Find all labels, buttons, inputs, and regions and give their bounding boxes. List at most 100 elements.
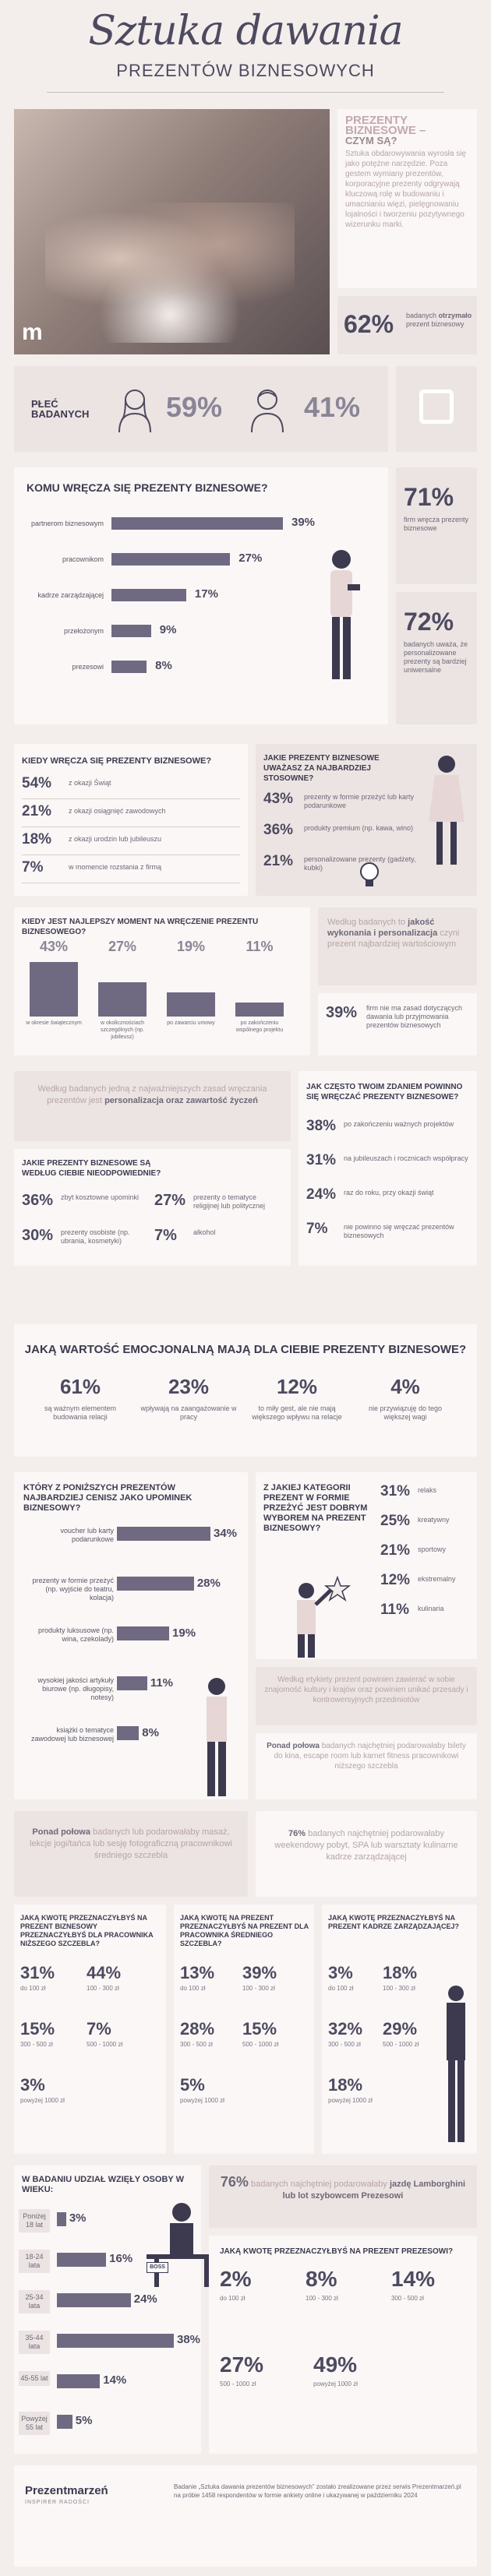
budget-range: powyżej 1000 zł [20, 2097, 65, 2104]
moment-value: 43% [39, 939, 69, 954]
intro-stat-value: 62% [344, 310, 394, 338]
moment-bar [235, 1003, 284, 1017]
when-section: KIEDY WRĘCZA SIĘ PREZENTY BIZNESOWE? 54%… [14, 744, 477, 896]
inappropriate-grid: 36% zbyt kosztowne upominki 27% prezenty o … [22, 1192, 283, 1262]
age-label: 45-55 lat [19, 2371, 50, 2386]
frequency-label: nie powinno się wręczać prezentów biznes… [344, 1223, 454, 1239]
age-bar [57, 2293, 131, 2307]
budget-range: powyżej 1000 zł [328, 2097, 373, 2104]
weekend-bold: 76% [288, 1829, 306, 1838]
budget-low-card: JAKĄ KWOTĘ PRZEZNACZYŁBYŚ NA PREZENT BIZ… [14, 1905, 166, 2154]
president-text-1: badanych najchętniej podarowałaby [250, 2180, 387, 2189]
intro-text-card: PREZENTY BIZNESOWE – CZYM SĄ? Sztuka obd… [337, 109, 477, 288]
who-bar-value: 17% [194, 587, 218, 601]
when-value: 7% [22, 859, 44, 876]
president-text: 76% badanych najchętniej podarowałaby ja… [220, 2174, 466, 2202]
president-bold: 76% [220, 2174, 249, 2190]
budget-mgmt-heading: JAKĄ KWOTĘ PRZEZNACZYŁBYŚ NA PREZENT KAD… [328, 1914, 460, 1930]
valued-bar-label: wysokiej jakości artykuły biurowe (np. d… [37, 1676, 114, 1701]
brand-icon: m [22, 319, 43, 345]
category-label: kulinaria [418, 1605, 444, 1612]
who-stat1-value: 71% [404, 483, 454, 511]
budget-value: 32% [328, 2019, 363, 2039]
valued-bar [117, 1527, 210, 1541]
header: Sztuka dawania PREZENTÓW BIZNESOWYCH [0, 0, 491, 101]
footer-logo[interactable]: Prezentmarzeń [25, 2484, 108, 2497]
boss-label: BOSS [147, 2262, 168, 2273]
header-subtitle: PREZENTÓW BIZNESOWYCH [116, 61, 375, 80]
budget-range: 300 - 500 zł [328, 2041, 361, 2048]
appropriate-label: personalizowane prezenty (gadżety, kubki… [304, 855, 416, 872]
appropriate-value: 21% [263, 853, 294, 869]
budget-mid-heading: JAKĄ KWOTĘ NA PREZENT PRZEZNACZYŁBYŚ NA … [180, 1914, 309, 1947]
when-card: KIEDY WRĘCZA SIĘ PREZENTY BIZNESOWE? 54%… [14, 744, 248, 896]
inappropriate-value: 30% [22, 1227, 54, 1244]
age-bars: Poniżej 18 lat 3% 18-24 lata 16% 25-34 lata 2… [14, 2204, 201, 2450]
frequency-label: na jubileuszach i rocznicach współpracy [344, 1154, 468, 1162]
inappropriate-value: 36% [22, 1192, 54, 1209]
moment-value: 27% [108, 939, 137, 954]
category-card: Z JAKIEJ KATEGORII PREZENT W FORMIE PRZE… [256, 1472, 477, 1659]
age-label: 25-34 lata [19, 2290, 50, 2313]
gift-logo-card [396, 366, 477, 452]
when-label: z okazji Świąt [69, 779, 111, 787]
budget-value: 44% [87, 1963, 122, 1982]
age-label: Powyżej 55 lat [19, 2412, 50, 2435]
intro-heading-2: CZYM SĄ? [345, 135, 397, 146]
budget-value: 15% [242, 2019, 277, 2039]
emotional-label: są ważnym elementem budowania relacji [44, 1404, 117, 1421]
etiquette-text: Według etykiety prezent powinien zawiera… [264, 1676, 468, 1704]
half-card-1: Ponad połowa badanych najchętniej podaro… [256, 1733, 477, 1799]
moment-label: po zawarciu umowy [167, 1020, 215, 1026]
principle-text: Według badanych jedną z najważniejszych … [23, 1084, 281, 1107]
rules-stat-value: 39% [326, 1004, 358, 1021]
president-card: 76% badanych najchętniej podarowałaby ja… [209, 2165, 477, 2228]
man-standing-figure [439, 1982, 474, 2146]
president-budget-value: 49% [313, 2352, 358, 2377]
emotional-label: wpływają na zaangażowanie w pracy [140, 1404, 237, 1421]
man-with-star-figure [271, 1573, 357, 1659]
budget-range: 100 - 300 zł [87, 1985, 119, 1992]
gender-label: PŁEĆ BADANYCH [31, 398, 90, 420]
president-budget-value: 2% [220, 2267, 252, 2291]
president-budget-value: 14% [391, 2267, 436, 2291]
when-list: 54% z okazji Świąt 21% z okazji osiągnięć z… [22, 775, 240, 892]
gender-female-value: 59% [166, 391, 223, 423]
emotional-value: 23% [168, 1375, 210, 1398]
half-body-2: badanych lub podarowałaby masaż, lekcje … [30, 1827, 232, 1860]
who-bar-label: partnerom biznesowym [30, 520, 104, 527]
emotional-section: JAKĄ WARTOŚĆ EMOCJONALNĄ MAJĄ DLA CIEBIE… [14, 1324, 477, 1457]
valued-section: KTÓRY Z PONIŻSZYCH PREZENTÓW NAJBARDZIEJ… [14, 1472, 477, 1799]
budget-value: 7% [87, 2019, 111, 2039]
emotional-label: nie przywiązuję do tego większej wagi [368, 1404, 443, 1421]
category-label: sportowy [418, 1545, 447, 1553]
valued-bar-value: 19% [172, 1626, 196, 1640]
when-value: 18% [22, 831, 52, 848]
president-budget-range: powyżej 1000 zł [313, 2380, 358, 2387]
moment-bar [98, 982, 147, 1017]
category-value: 12% [380, 1572, 411, 1588]
valued-bar-value: 11% [150, 1676, 174, 1690]
budget-value: 31% [20, 1963, 55, 1982]
moment-label: w okolicznościach szczególnych (np. jubi… [100, 1020, 145, 1040]
age-card: W BADANIU UDZIAŁ WZIĘŁY OSOBY W WIEKU: P… [14, 2165, 201, 2454]
frequency-value: 7% [306, 1221, 328, 1237]
principle-text-1: Według badanych jedną z najważniejszych … [37, 1084, 267, 1105]
budget-value: 3% [20, 2075, 45, 2095]
inappropriate-label: prezenty o tematyce religijnej lub polit… [193, 1193, 266, 1210]
intro-section: m PREZENTY BIZNESOWE – CZYM SĄ? Sztuka o… [14, 109, 477, 354]
who-bar-label: przełożonym [63, 627, 104, 635]
age-section: W BADANIU UDZIAŁ WZIĘŁY OSOBY W WIEKU: P… [14, 2165, 477, 2454]
category-value: 11% [380, 1602, 409, 1618]
who-bar-value: 39% [291, 516, 316, 529]
who-bar-label: kadrze zarządzającej [37, 591, 104, 599]
president-budget-range: 500 - 1000 zł [220, 2380, 256, 2387]
valued-bar-label: prezenty w formie przeżyć (np. wyjście d… [32, 1577, 114, 1602]
best-moment-heading: KIEDY JEST NAJLEPSZY MOMENT NA WRĘCZENIE… [22, 918, 259, 936]
budget-value: 13% [180, 1963, 215, 1982]
age-bar [57, 2212, 66, 2226]
budget-mid-card: JAKĄ KWOTĘ NA PREZENT PRZEZNACZYŁBYŚ NA … [174, 1905, 314, 2154]
category-list: 31% relaks 25% kreatywny 21% sportowy 12% ekstr… [380, 1483, 474, 1654]
valued-bar [117, 1626, 170, 1640]
inappropriate-value: 7% [154, 1227, 177, 1244]
